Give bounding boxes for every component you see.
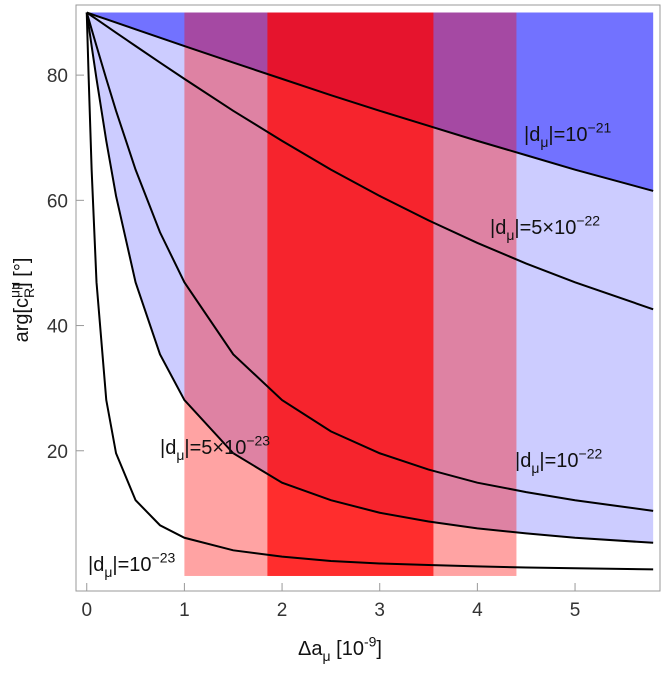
- x-tick-label: 2: [277, 600, 288, 621]
- x-tick-label: 4: [472, 600, 483, 621]
- x-axis-label: Δaμ [10-9]: [298, 634, 382, 664]
- label-part: −22: [576, 213, 600, 229]
- curve-label: |dμ|=5×10−22: [490, 213, 600, 243]
- label-part: ] [°]: [11, 258, 33, 288]
- y-tick-label: 40: [47, 317, 68, 338]
- curve: [86, 11, 654, 192]
- y-axis-label: arg[cμμR] [°]: [7, 258, 37, 343]
- curve: [85, 12, 654, 571]
- label-part: μ: [531, 460, 539, 476]
- label-part: Δa: [298, 638, 323, 660]
- label-part: -9: [364, 634, 377, 650]
- label-part: |=5×10: [514, 217, 576, 239]
- curve-label: |dμ|=10−21: [524, 120, 611, 150]
- label-part: |d: [88, 554, 104, 576]
- curve: [86, 11, 654, 311]
- x-tick-label: 0: [81, 600, 92, 621]
- label-part: ]: [376, 638, 382, 660]
- label-part: |=10: [112, 554, 151, 576]
- band: [267, 12, 434, 576]
- label-part: R: [21, 288, 37, 298]
- curve-label: |dμ|=10−23: [88, 550, 175, 580]
- label-part: −21: [588, 120, 612, 136]
- curve-label: |dμ|=10−22: [515, 446, 602, 476]
- x-tick-label: 5: [570, 600, 581, 621]
- label-part: |=10: [539, 450, 578, 472]
- label-part: μ: [506, 227, 514, 243]
- label-part: μ: [323, 648, 331, 664]
- label-part: |d: [515, 450, 531, 472]
- y-tick-label: 80: [47, 66, 68, 87]
- label-part: μ: [104, 564, 112, 580]
- label-part: |=10: [548, 124, 587, 146]
- label-part: |d: [160, 437, 176, 459]
- y-tick-label: 20: [47, 442, 68, 463]
- label-part: |d: [524, 124, 540, 146]
- label-part: −23: [246, 433, 270, 449]
- label-part: −23: [152, 550, 176, 566]
- curve: [85, 12, 654, 512]
- y-tick-label: 60: [47, 191, 68, 212]
- x-tick-label: 1: [179, 600, 190, 621]
- curve: [85, 12, 654, 544]
- curve-label: |dμ|=5×10−23: [160, 433, 270, 463]
- frame: [75, 4, 661, 592]
- label-part: [10: [331, 638, 364, 660]
- label-part: μμ: [7, 282, 23, 298]
- label-part: μ: [176, 447, 184, 463]
- label-part: arg[c: [11, 298, 33, 342]
- x-tick-label: 3: [374, 600, 385, 621]
- label-part: |d: [490, 217, 506, 239]
- label-part: −22: [579, 446, 603, 462]
- label-part: μ: [540, 134, 548, 150]
- label-part: |=5×10: [184, 437, 246, 459]
